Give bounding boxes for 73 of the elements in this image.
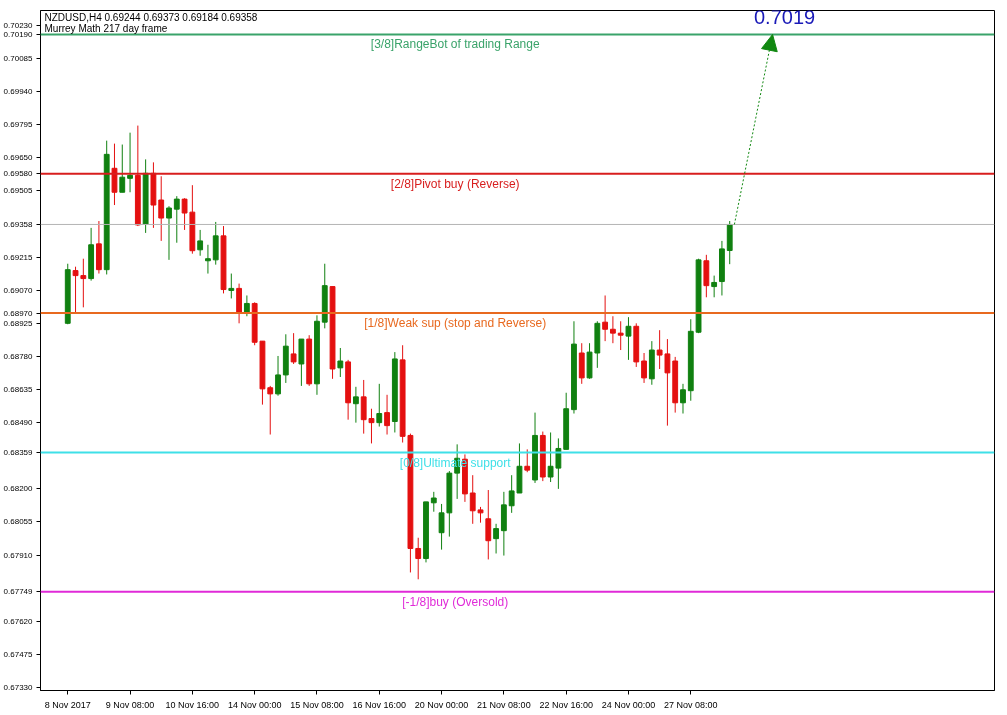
candlestick [290, 332, 297, 365]
candlestick [111, 143, 118, 206]
y-tick-label: 0.70085 [3, 53, 34, 63]
x-tick-label: 9 Nov 08:00 [105, 699, 155, 710]
y-tick-label: 0.68200 [3, 484, 34, 494]
y-tick-label: 0.67910 [3, 550, 34, 560]
ref-line-label: [1/8]Weak sup (stop and Reverse) [364, 316, 547, 331]
candlestick [352, 386, 359, 424]
x-tick-label: 14 Nov 00:00 [227, 699, 282, 710]
candlestick [205, 244, 211, 275]
y-tick-label: 0.68490 [3, 418, 34, 428]
y-tick-label: 0.67620 [3, 616, 34, 626]
candlestick [609, 315, 616, 344]
candlestick [275, 355, 281, 397]
y-tick-label: 0.69358 [3, 219, 34, 229]
candlestick [228, 273, 235, 299]
y-tick-label: 0.70190 [3, 29, 34, 39]
x-tick-label: 21 Nov 08:00 [477, 699, 531, 710]
x-tick-label: 22 Nov 16:00 [539, 699, 593, 710]
candlestick [384, 394, 390, 436]
candlestick [485, 489, 492, 560]
text: Murrey Math 217 day frame [44, 22, 168, 34]
candlestick [127, 132, 133, 193]
y-tick-label: 0.69580 [3, 169, 34, 179]
candlestick [197, 229, 204, 257]
x-tick-label: 10 Nov 16:00 [165, 699, 220, 710]
candlestick [158, 175, 165, 242]
candlestick [166, 205, 172, 261]
candlestick [625, 316, 632, 361]
candlestick [415, 537, 422, 580]
ref-line-label: [2/8]Pivot buy (Reverse) [390, 176, 520, 191]
y-tick-label: 0.68925 [3, 318, 34, 328]
candlestick [173, 195, 180, 244]
candlestick [438, 503, 445, 551]
y-tick-label: 0.69505 [3, 186, 34, 196]
y-tick-label: 0.69070 [3, 285, 34, 295]
y-tick-label: 0.69215 [3, 252, 34, 262]
y-tick-label: 0.69795 [3, 120, 34, 130]
candlestick [493, 523, 499, 554]
candlestick [376, 383, 383, 428]
y-tick-label: 0.68780 [3, 351, 34, 361]
candlestick [617, 320, 624, 351]
candlestick [212, 221, 219, 266]
y-tick-label: 0.69940 [3, 87, 34, 97]
candlestick [602, 294, 609, 342]
candlestick [430, 491, 437, 513]
y-tick-label: 0.68055 [3, 517, 34, 527]
y-tick-label: 0.67475 [3, 649, 34, 659]
x-tick-label: 27 Nov 08:00 [664, 699, 718, 710]
x-tick-label: 15 Nov 08:00 [290, 699, 344, 710]
x-tick-label: 24 Nov 00:00 [601, 699, 656, 710]
y-tick-label: 0.70230 [3, 20, 34, 30]
x-tick-label: 16 Nov 16:00 [352, 699, 407, 710]
y-tick-label: 0.69650 [3, 153, 34, 163]
candlestick [337, 347, 344, 378]
x-tick-label: 8 Nov 2017 [44, 699, 91, 710]
candlestick [680, 383, 686, 415]
candlestick [243, 294, 250, 317]
y-tick-label: 0.67749 [3, 587, 34, 597]
candlestick [711, 275, 718, 298]
chart-title: NZDUSD,H4 0.69244 0.69373 0.69184 0.69358 [44, 11, 258, 23]
x-tick-label: 20 Nov 00:00 [414, 699, 469, 710]
candlestick [524, 448, 531, 473]
y-tick-label: 0.68359 [3, 448, 34, 458]
candlestick [641, 352, 647, 384]
ref-line-label: [-1/8]buy (Oversold) [402, 594, 509, 609]
y-tick-label: 0.68970 [3, 308, 34, 318]
annotation: 0.7019 [753, 6, 816, 29]
y-tick-label: 0.68635 [3, 385, 34, 395]
ref-line-label: [3/8]RangeBot of trading Range [370, 37, 540, 52]
y-tick-label: 0.67330 [3, 683, 34, 693]
candlestick [236, 283, 242, 324]
candlestick [119, 144, 126, 193]
